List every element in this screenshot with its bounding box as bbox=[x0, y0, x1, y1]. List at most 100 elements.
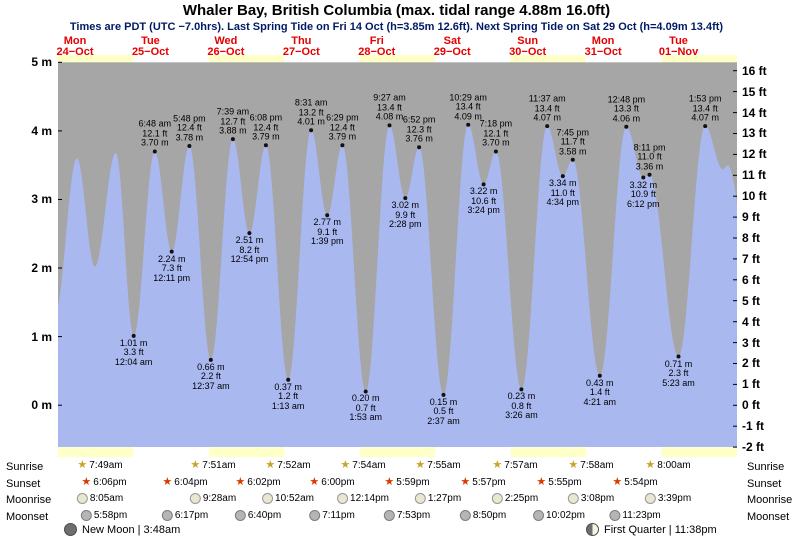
moonset-entry: 11:23pm bbox=[609, 510, 661, 521]
moonset-time: 7:11pm bbox=[322, 510, 355, 521]
tide-extreme-label: 7:18 pm 12.1 ft 3.70 m bbox=[480, 119, 513, 149]
day-label: Sun 30−Oct bbox=[509, 36, 546, 58]
tide-m-value: 0.20 m bbox=[351, 393, 380, 404]
tide-extreme-marker bbox=[325, 213, 330, 218]
day-name: Thu bbox=[291, 35, 312, 47]
day-name: Wed bbox=[214, 35, 238, 47]
tide-extreme-marker bbox=[641, 175, 646, 180]
moonrise-entry: 1:27pm bbox=[414, 493, 461, 504]
moonset-time: 7:53pm bbox=[396, 510, 431, 521]
new-moon-label: New Moon | 3:48am bbox=[82, 523, 181, 536]
sunrise-time: 8:00am bbox=[657, 460, 691, 471]
moonset-icon bbox=[234, 510, 246, 521]
tide-m-value: 3.36 m bbox=[635, 161, 664, 172]
tide-extreme-marker bbox=[286, 377, 291, 382]
sunset-entry: ★ 6:00pm bbox=[309, 477, 354, 489]
y-axis-label-feet: 12 ft bbox=[742, 147, 767, 162]
tide-chart-svg bbox=[58, 55, 737, 457]
day-name: Tue bbox=[141, 35, 160, 47]
day-name: Sun bbox=[517, 35, 539, 47]
day-label: Tue 25−Oct bbox=[132, 36, 169, 58]
moonrise-time: 9:28am bbox=[202, 493, 237, 504]
day-label: Mon 31−Oct bbox=[585, 36, 622, 58]
tide-m-value: 3.76 m bbox=[405, 133, 433, 144]
day-name: Tue bbox=[669, 35, 688, 47]
tide-extreme-marker bbox=[169, 249, 174, 254]
tide-ft-value: 12.4 ft bbox=[176, 122, 202, 133]
tide-extreme-label: 3.32 m 10.9 ft 6:12 pm bbox=[627, 180, 660, 210]
sunset-entry: ★ 6:02pm bbox=[235, 476, 280, 489]
moonset-entry: 6:40pm bbox=[234, 510, 282, 521]
moonset-row-label-right: Moonset bbox=[747, 511, 790, 523]
tide-ft-value: 2.2 ft bbox=[200, 371, 221, 382]
moonrise-icon bbox=[262, 493, 274, 504]
tide-ft-value: 12.4 ft bbox=[329, 122, 355, 133]
sunrise-time: 7:54am bbox=[352, 460, 386, 471]
tide-time-value: 9:27 am bbox=[373, 92, 406, 103]
tide-extreme-label: 0.71 m 2.3 ft 5:23 am bbox=[662, 359, 695, 389]
tide-ft-value: 12.1 ft bbox=[483, 128, 509, 139]
tide-m-value: 3.79 m bbox=[252, 131, 280, 142]
sunset-row-label-right: Sunset bbox=[747, 478, 782, 490]
y-axis-label-feet: -1 ft bbox=[742, 419, 764, 434]
first-quarter-icon bbox=[586, 523, 599, 536]
tide-m-value: 4.07 m bbox=[533, 112, 561, 123]
sunset-entry: ★ 6:06pm bbox=[81, 477, 126, 489]
sunrise-time: 7:57am bbox=[504, 460, 538, 471]
moonset-icon bbox=[609, 510, 621, 521]
tide-time-value: 1:53 am bbox=[349, 412, 382, 423]
tide-extreme-marker bbox=[363, 389, 368, 394]
moonrise-entry: 8:05am bbox=[76, 493, 124, 504]
new-moon-icon bbox=[64, 523, 77, 536]
moonset-icon bbox=[459, 510, 471, 521]
tide-m-value: 4.07 m bbox=[691, 112, 719, 123]
tide-extreme-label: 0.20 m 0.7 ft 1:53 am bbox=[349, 394, 382, 423]
moonrise-entry: 3:08pm bbox=[567, 493, 614, 504]
day-date: 27−Oct bbox=[282, 46, 320, 58]
tide-m-value: 4.01 m bbox=[297, 116, 325, 127]
day-date: 30−Oct bbox=[509, 46, 547, 58]
moonrise-time: 8:05am bbox=[89, 493, 124, 504]
tide-m-value: 3.79 m bbox=[328, 131, 357, 142]
moonset-time: 6:40pm bbox=[247, 510, 282, 521]
tide-extreme-marker bbox=[676, 354, 681, 359]
sunrise-entry: ★ 7:49am bbox=[77, 460, 123, 472]
tide-extreme-label: 3.22 m 10.6 ft 3:24 pm bbox=[467, 187, 500, 216]
tide-time-value: 3:24 pm bbox=[467, 205, 500, 216]
day-date: 29−Oct bbox=[433, 46, 471, 58]
tide-ft-value: 1.4 ft bbox=[589, 387, 610, 398]
moonrise-entry: 2:25pm bbox=[491, 493, 538, 504]
tide-extreme-marker bbox=[131, 333, 136, 338]
sunset-star-icon: ★ bbox=[235, 476, 246, 488]
tide-ft-value: 13.4 ft bbox=[534, 103, 560, 114]
tide-ft-value: 12.3 ft bbox=[406, 124, 432, 135]
y-axis-label-feet: 15 ft bbox=[742, 84, 767, 99]
tide-time-value: 1:39 pm bbox=[310, 236, 344, 247]
tide-extreme-marker bbox=[493, 149, 498, 154]
tide-ft-value: 12.4 ft bbox=[253, 122, 279, 133]
day-label: Mon 24−Oct bbox=[57, 36, 94, 58]
tide-time-value: 3:26 am bbox=[505, 410, 538, 421]
tide-extreme-marker bbox=[466, 122, 471, 127]
tide-m-value: 2.24 m bbox=[157, 253, 186, 264]
spring-tide-subtitle: Times are PDT (UTC −7.0hrs). Last Spring… bbox=[69, 21, 724, 33]
tide-extreme-label: 6:08 pm 12.4 ft 3.79 m bbox=[250, 113, 283, 143]
tide-m-value: 4.09 m bbox=[454, 111, 482, 122]
sunset-time: 5:54pm bbox=[624, 477, 658, 488]
sunrise-time: 7:49am bbox=[89, 460, 123, 471]
moonrise-icon bbox=[76, 493, 88, 504]
tide-time-value: 2:28 pm bbox=[388, 219, 422, 230]
tide-m-value: 3.78 m bbox=[175, 132, 204, 143]
sunrise-star-icon: ★ bbox=[415, 459, 426, 471]
tide-m-value: 4.08 m bbox=[375, 111, 404, 122]
tide-ft-value: 12.7 ft bbox=[220, 116, 246, 127]
sunrise-time: 7:55am bbox=[427, 460, 461, 471]
sunset-star-icon: ★ bbox=[536, 476, 547, 488]
tide-extreme-label: 8:11 pm 11.0 ft 3.36 m bbox=[634, 143, 666, 172]
moonrise-icon bbox=[644, 493, 656, 504]
y-axis-label-feet: 3 ft bbox=[742, 335, 760, 350]
tide-ft-value: 3.3 ft bbox=[123, 347, 144, 358]
sunrise-star-icon: ★ bbox=[492, 459, 503, 471]
tide-ft-value: 7.3 ft bbox=[161, 263, 182, 274]
y-axis-label-meters: 3 m bbox=[31, 192, 52, 207]
